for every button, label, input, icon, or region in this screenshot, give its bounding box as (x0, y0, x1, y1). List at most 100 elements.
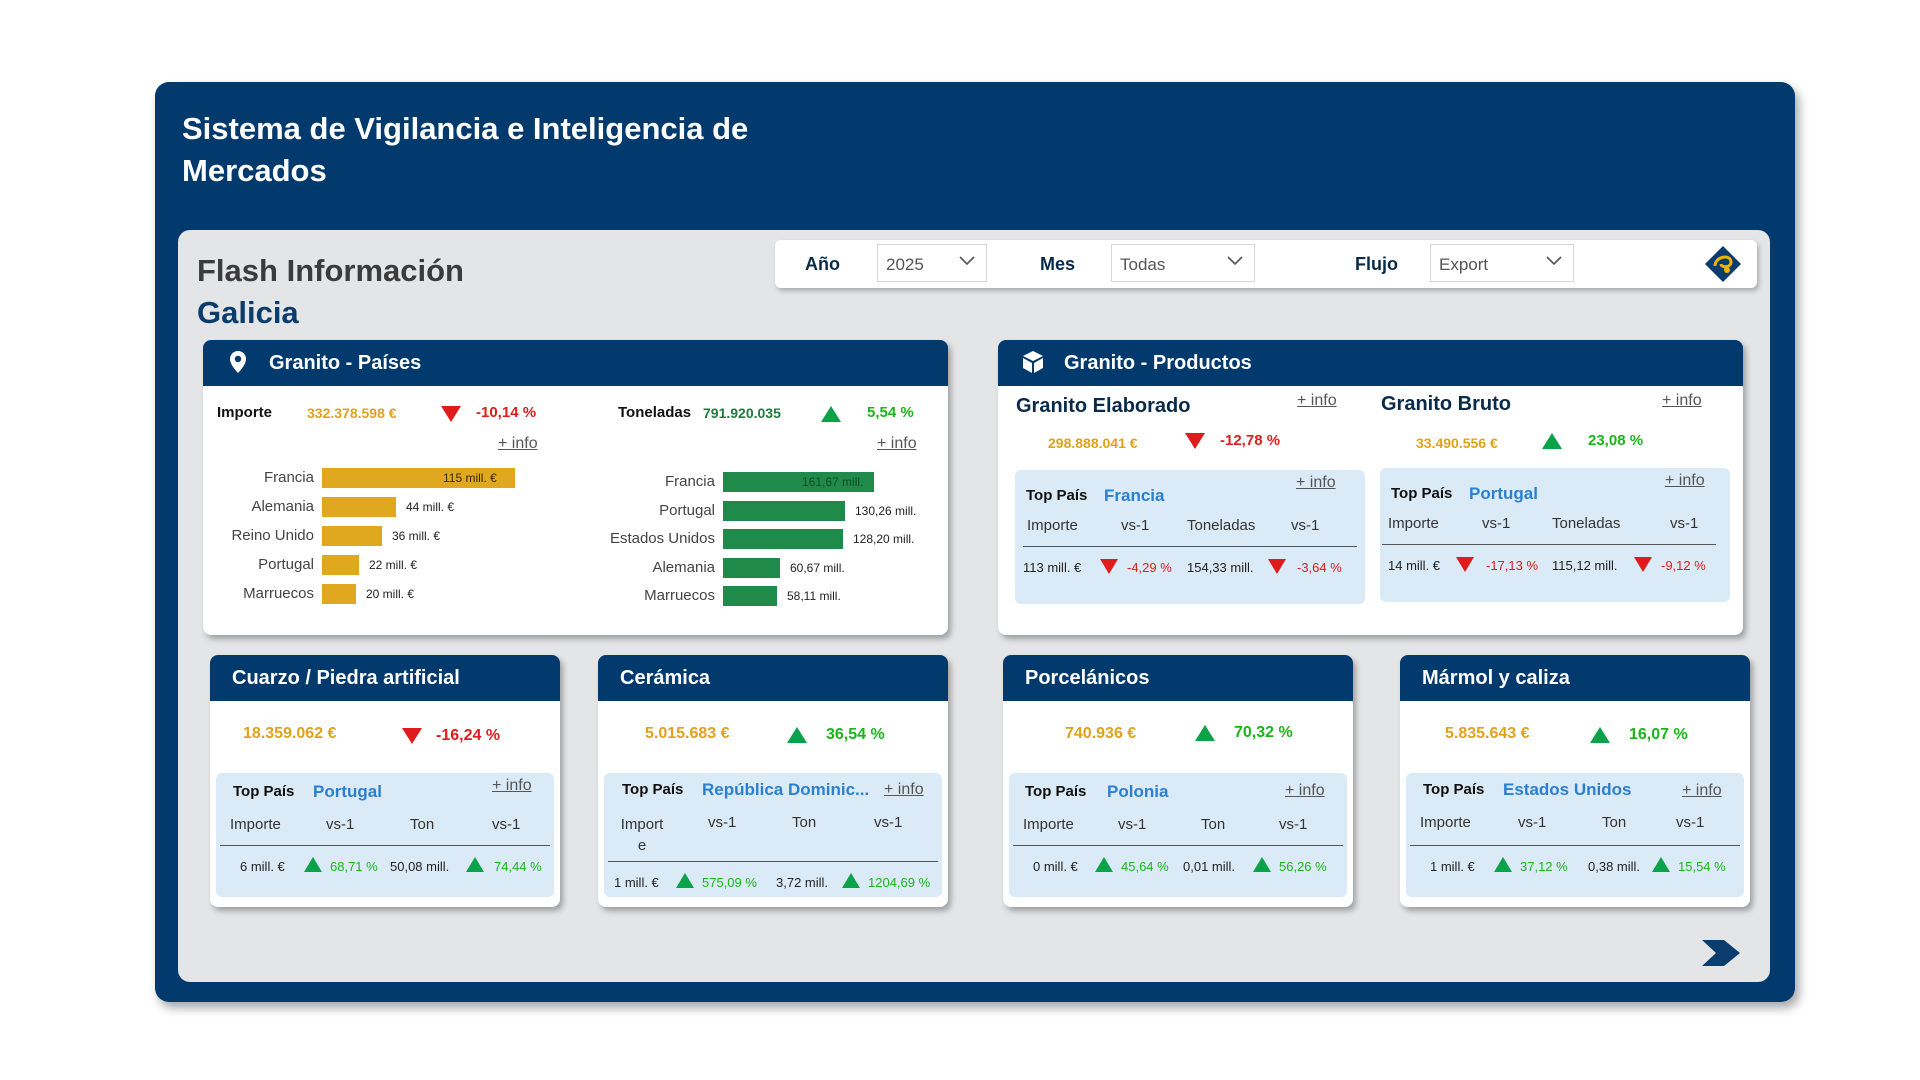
elaborado-top-country: Francia (1104, 486, 1165, 505)
ceramica-more-info-link[interactable]: + info (884, 781, 924, 798)
table-divider (1023, 546, 1357, 547)
bar[interactable] (322, 497, 396, 517)
bruto-top-more-info-link[interactable]: + info (1665, 472, 1705, 489)
table-cell: 56,26 % (1279, 859, 1327, 874)
increase-arrow-icon (676, 873, 694, 888)
page-title-line1: Flash Información (197, 253, 464, 288)
table-cell: 1 mill. € (614, 875, 659, 890)
increase-arrow-icon (1494, 857, 1512, 872)
table-cell: 575,09 % (702, 875, 757, 890)
bar-value-label: 161,67 mill. (802, 475, 864, 489)
column-header: vs-1 (1291, 517, 1320, 534)
cuarzo-more-info-link[interactable]: + info (492, 777, 532, 794)
ceramica-top-pais-panel: Top País República Dominic... + info Imp… (604, 773, 942, 897)
bar[interactable] (723, 472, 874, 492)
chevron-right-icon[interactable] (1700, 938, 1742, 968)
table-cell: 154,33 mill. (1187, 560, 1254, 575)
elaborado-top-more-info-link[interactable]: + info (1296, 474, 1336, 491)
column-header: vs-1 (1676, 814, 1705, 831)
increase-arrow-icon (466, 857, 484, 872)
increase-arrow-icon (304, 857, 322, 872)
ceramica-card: Cerámica 5.015.683 € 36,54 % Top País Re… (598, 655, 948, 907)
increase-arrow-icon (1542, 433, 1562, 449)
bar-category-label: Alemania (652, 558, 715, 576)
elaborado-value: 298.888.041 € (1048, 435, 1138, 451)
table-cell: -3,64 % (1297, 560, 1342, 575)
bruto-top-pais-panel: Top País Portugal + info Importe vs-1 To… (1380, 468, 1730, 602)
cuarzo-title: Cuarzo / Piedra artificial (232, 667, 460, 689)
column-header: vs-1 (1518, 814, 1547, 831)
brand-logo-icon (1705, 246, 1741, 282)
bar[interactable] (322, 555, 359, 575)
bar[interactable] (322, 584, 356, 604)
table-cell: 0 mill. € (1033, 859, 1078, 874)
table-cell: 74,44 % (494, 859, 542, 874)
granito-paises-header: Granito - Países (203, 340, 948, 386)
table-divider (1410, 845, 1740, 846)
granito-productos-header: Granito - Productos (998, 340, 1743, 386)
marmol-top-pais-panel: Top País Estados Unidos + info Importe v… (1406, 773, 1744, 897)
increase-arrow-icon (821, 406, 841, 422)
column-header: vs-1 (1482, 515, 1511, 532)
month-select[interactable]: Todas (1111, 244, 1255, 282)
toneladas-more-info-link[interactable]: + info (877, 435, 917, 452)
decrease-arrow-icon (402, 728, 422, 744)
marmol-pct: 16,07 % (1629, 726, 1688, 743)
bar-category-label: Reino Unido (231, 527, 314, 544)
bar[interactable] (723, 500, 845, 521)
month-label: Mes (1040, 254, 1076, 274)
table-cell: 68,71 % (330, 859, 378, 874)
ceramica-top-country: República Dominic... (702, 780, 870, 799)
bar-value-label: 115 mill. € (443, 471, 497, 485)
table-divider (608, 861, 938, 862)
granito-bruto-title: Granito Bruto (1381, 393, 1511, 415)
page-title: Flash Información Galicia (197, 250, 464, 334)
table-cell: 113 mill. € (1023, 560, 1082, 575)
porcelanicos-more-info-link[interactable]: + info (1285, 782, 1325, 799)
column-header: vs-1 (874, 814, 903, 831)
column-header: Ton (410, 816, 435, 833)
app-title: Sistema de Vigilancia e Inteligencia de … (182, 111, 749, 188)
bar-category-label: Alemania (251, 498, 314, 515)
marmol-top-country: Estados Unidos (1503, 780, 1632, 799)
elaborado-pct: -12,78 % (1220, 432, 1281, 449)
granito-paises-card: Granito - Países Importe 332.378.598 € -… (203, 340, 948, 635)
marmol-more-info-link[interactable]: + info (1682, 782, 1722, 799)
marmol-title: Mármol y caliza (1422, 667, 1570, 689)
bar[interactable] (723, 557, 780, 578)
page-title-region: Galicia (197, 295, 299, 330)
column-header: vs-1 (492, 816, 521, 833)
bar-category-label: Francia (263, 469, 314, 486)
bar[interactable] (322, 526, 382, 546)
bar-value-label: 128,20 mill. (853, 532, 915, 546)
increase-arrow-icon (787, 727, 807, 743)
porcelanicos-value: 740.936 € (1065, 725, 1137, 742)
chevron-down-icon (959, 256, 975, 266)
decrease-arrow-icon (1634, 557, 1652, 572)
bar[interactable] (723, 586, 777, 606)
cuarzo-pct: -16,24 % (436, 727, 501, 744)
toneladas-value: 791.920.035 (703, 405, 781, 421)
flow-select[interactable]: Export (1430, 244, 1574, 282)
table-divider (1382, 544, 1716, 545)
table-cell: 6 mill. € (240, 859, 285, 874)
bar[interactable] (322, 468, 515, 488)
increase-arrow-icon (1590, 727, 1610, 743)
year-select[interactable]: 2025 (877, 244, 987, 282)
decrease-arrow-icon (1100, 559, 1118, 574)
granito-paises-title: Granito - Países (269, 352, 422, 374)
bruto-more-info-link[interactable]: + info (1662, 392, 1702, 409)
bar-value-label: 20 mill. € (366, 587, 415, 601)
elaborado-more-info-link[interactable]: + info (1297, 392, 1337, 409)
bar-category-label: Estados Unidos (609, 530, 715, 547)
bar[interactable] (723, 529, 843, 549)
bar-value-label: 130,26 mill. (855, 503, 917, 518)
column-header: Toneladas (1552, 515, 1621, 532)
year-label: Año (805, 254, 840, 274)
bar-value-label: 36 mill. € (392, 529, 441, 543)
table-divider (1013, 845, 1343, 846)
top-pais-label: Top País (1391, 485, 1453, 502)
column-header: vs-1 (1121, 517, 1150, 534)
ceramica-value: 5.015.683 € (645, 725, 730, 742)
importe-more-info-link[interactable]: + info (498, 435, 538, 452)
